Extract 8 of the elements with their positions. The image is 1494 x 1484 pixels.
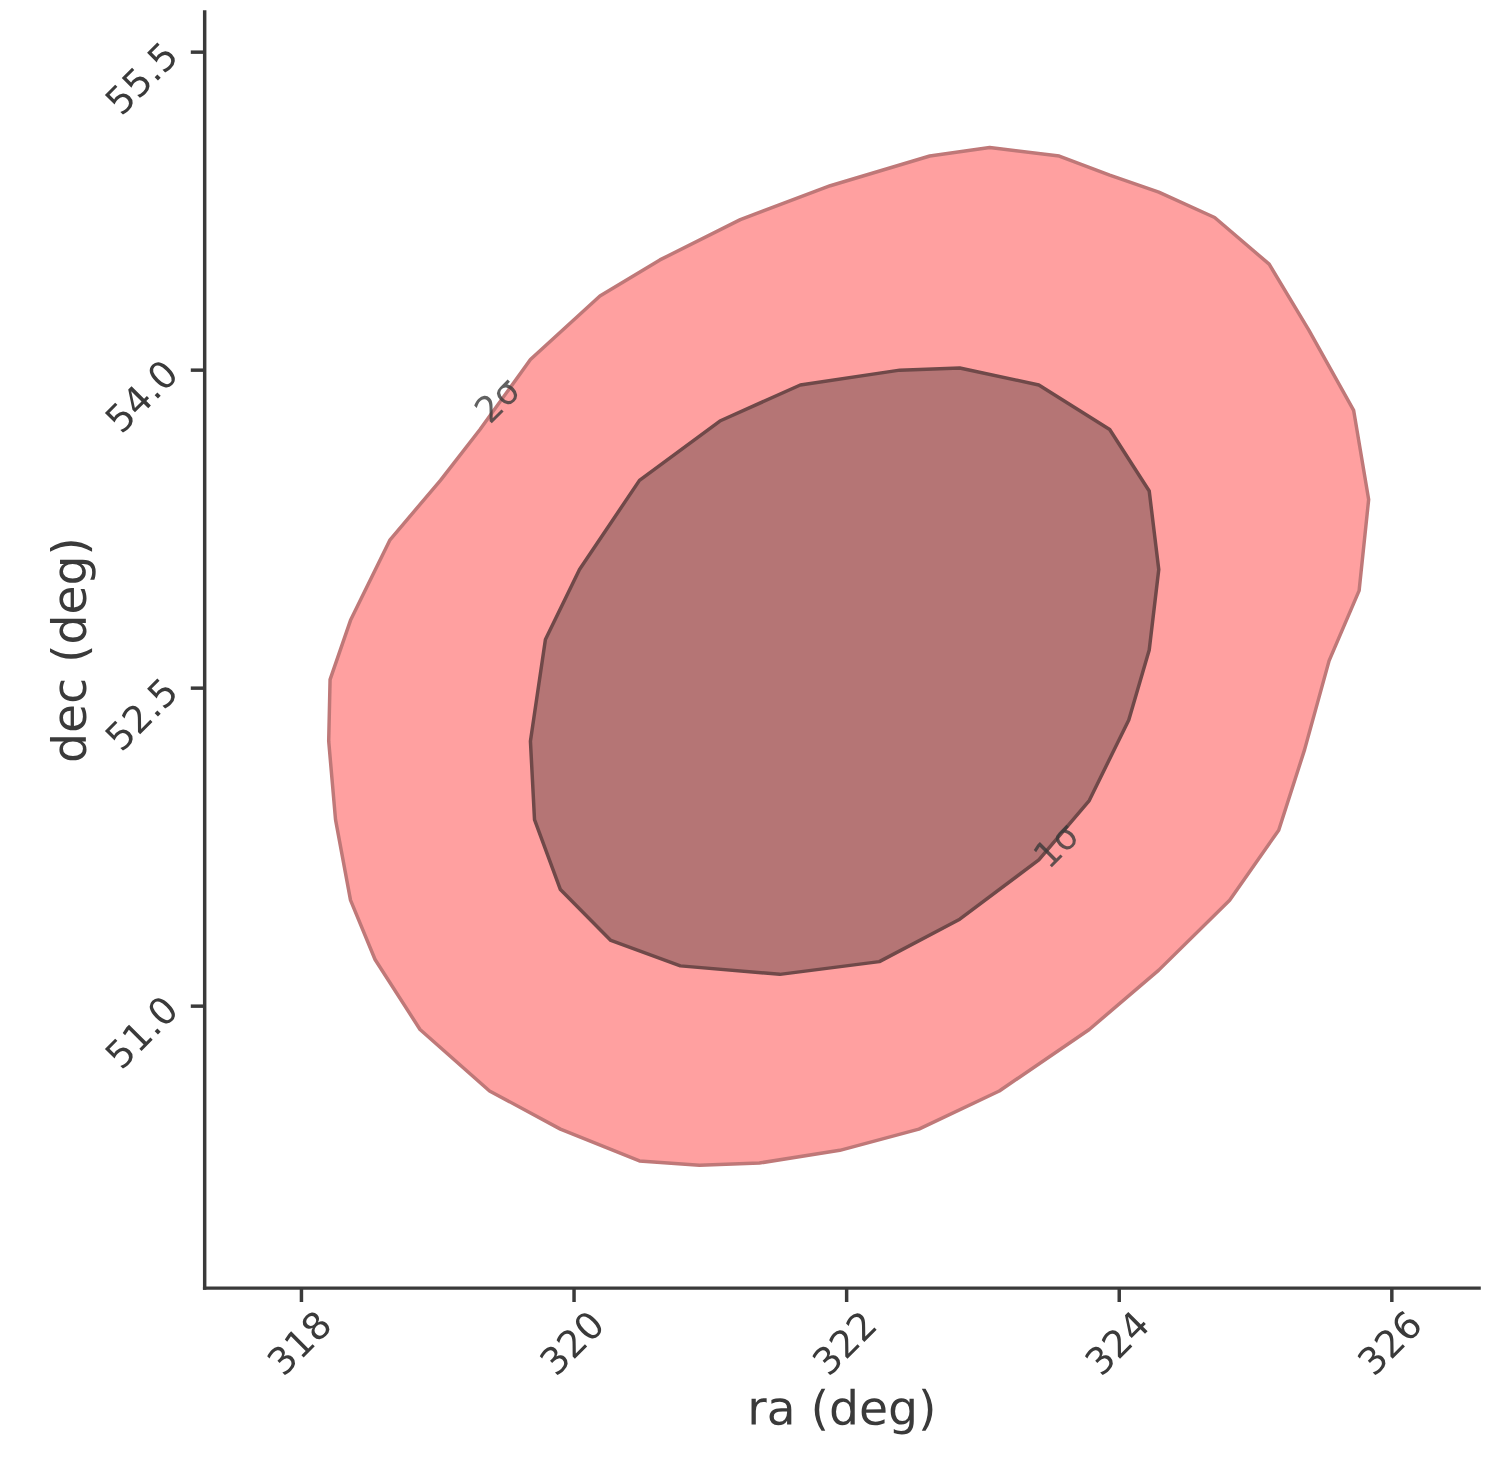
x-axis-title: ra (deg) — [751, 1388, 933, 1435]
annotation: 2σ — [472, 374, 522, 424]
x-tick-label: 322 — [810, 1309, 877, 1376]
y-axis-title: dec (deg) — [49, 541, 96, 761]
x-tick-label: 324 — [1083, 1308, 1151, 1376]
annotation: 1σ — [1032, 820, 1081, 868]
x-tick-label: 320 — [538, 1309, 606, 1376]
x-tick-label: 318 — [265, 1309, 333, 1376]
